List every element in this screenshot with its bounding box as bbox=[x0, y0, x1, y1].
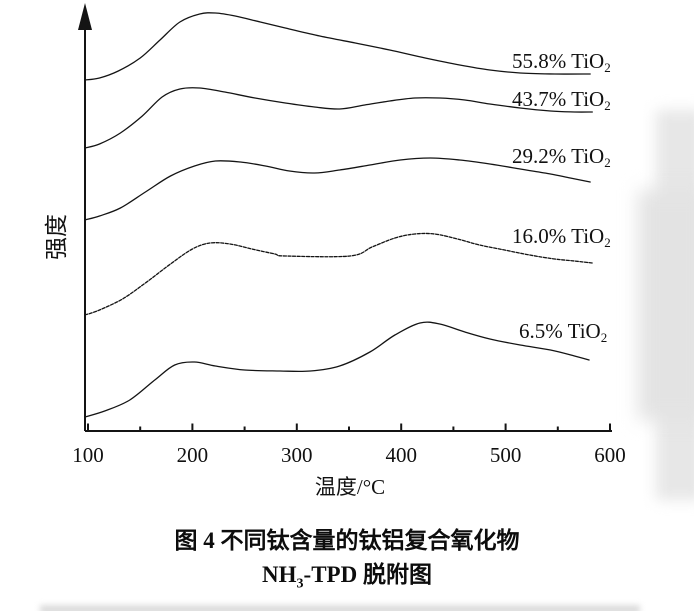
x-tick-label-500: 500 bbox=[490, 443, 522, 467]
y-axis-arrow bbox=[78, 3, 92, 30]
caption-line2-sub: 3 bbox=[296, 576, 304, 592]
caption-line2: NH3-TPD 脱附图 bbox=[0, 558, 694, 602]
x-tick-label-200: 200 bbox=[177, 443, 209, 467]
curve-6-5-tio2 bbox=[84, 321, 590, 418]
x-tick-label-600: 600 bbox=[594, 443, 626, 467]
x-tick-label-300: 300 bbox=[281, 443, 313, 467]
curves-group bbox=[84, 12, 593, 418]
y-axis-label: 强度 bbox=[44, 214, 69, 260]
scan-shadow-bottom bbox=[40, 605, 640, 611]
curve-29-2-tio2 bbox=[84, 157, 591, 221]
curve-55-8-tio2 bbox=[84, 12, 591, 81]
caption-line2-pre: NH bbox=[262, 562, 297, 587]
x-tick-labels-group: 100 200 300 400 500 600 bbox=[72, 443, 626, 467]
chart-svg: 100 200 300 400 500 600 55.8% TiO2 43.7% TiO2 2… bbox=[44, 3, 626, 499]
caption-line1: 图 4 不同钛含量的钛铝复合氧化物 bbox=[174, 528, 520, 553]
curve-43-7-tio2 bbox=[84, 87, 593, 149]
curve-labels-group: 55.8% TiO2 43.7% TiO2 29.2% TiO2 16.0% TiO2… bbox=[512, 49, 611, 345]
x-tick-label-100: 100 bbox=[72, 443, 104, 467]
x-axis-label: 温度/°C bbox=[315, 475, 385, 499]
x-tick-label-400: 400 bbox=[385, 443, 417, 467]
x-ticks-group bbox=[87, 423, 611, 431]
scan-shadow-right-bulge bbox=[638, 190, 694, 420]
caption-line2-post: -TPD 脱附图 bbox=[303, 562, 432, 587]
curve-label-6-5-tio2: 6.5% TiO2 bbox=[519, 319, 607, 345]
curve-label-16-0-tio2: 16.0% TiO2 bbox=[512, 224, 611, 250]
curve-16-0-tio2 bbox=[84, 232, 593, 316]
figure-caption: 图 4 不同钛含量的钛铝复合氧化物 NH3-TPD 脱附图 bbox=[0, 524, 694, 602]
curve-label-29-2-tio2: 29.2% TiO2 bbox=[512, 144, 611, 170]
curve-label-43-7-tio2: 43.7% TiO2 bbox=[512, 87, 611, 113]
curve-label-55-8-tio2: 55.8% TiO2 bbox=[512, 49, 611, 75]
